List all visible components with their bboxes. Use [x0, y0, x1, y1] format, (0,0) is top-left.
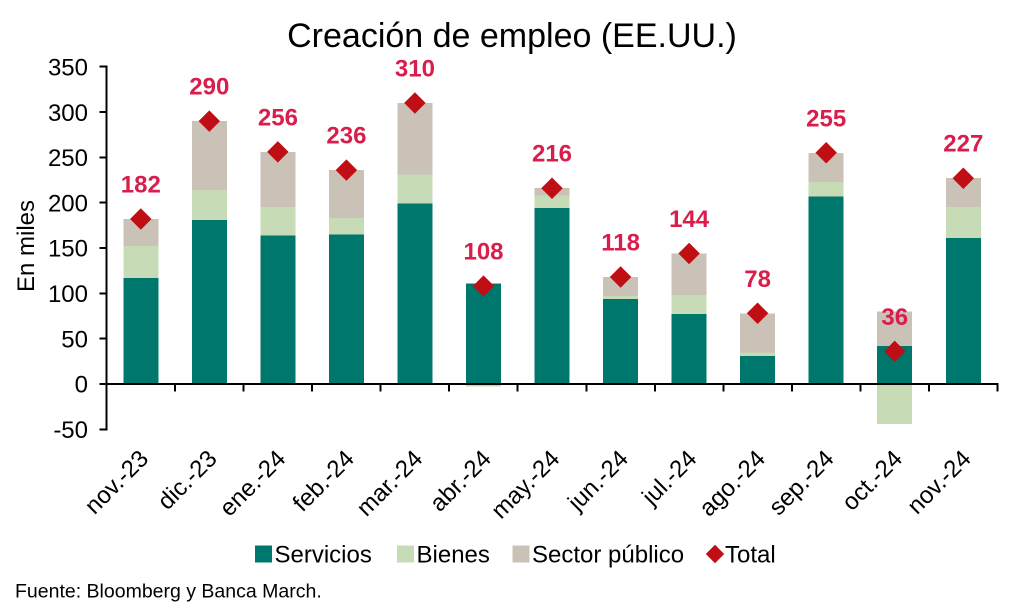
svg-text:236: 236 [326, 123, 366, 150]
svg-text:Sector público: Sector público [532, 542, 684, 569]
svg-text:50: 50 [61, 326, 88, 353]
svg-text:0: 0 [75, 372, 88, 399]
svg-text:Servicios: Servicios [275, 542, 372, 569]
svg-text:182: 182 [121, 172, 161, 199]
svg-text:Total: Total [725, 542, 776, 569]
svg-text:310: 310 [395, 56, 435, 83]
svg-text:200: 200 [48, 190, 88, 217]
svg-text:150: 150 [48, 236, 88, 263]
svg-text:250: 250 [48, 145, 88, 172]
svg-text:216: 216 [532, 141, 572, 168]
svg-text:144: 144 [669, 206, 710, 233]
svg-text:78: 78 [744, 266, 771, 293]
svg-text:256: 256 [258, 104, 298, 131]
svg-text:290: 290 [189, 74, 229, 101]
svg-text:Bienes: Bienes [417, 542, 490, 569]
svg-text:En miles: En miles [13, 200, 40, 292]
svg-text:255: 255 [806, 105, 846, 132]
svg-text:118: 118 [601, 230, 640, 257]
svg-text:-50: -50 [53, 417, 88, 444]
svg-text:227: 227 [943, 131, 983, 158]
svg-text:300: 300 [48, 100, 88, 127]
svg-text:100: 100 [48, 281, 88, 308]
svg-text:108: 108 [463, 239, 503, 266]
svg-text:Creación de empleo (EE.UU.): Creación de empleo (EE.UU.) [287, 17, 737, 55]
svg-text:350: 350 [48, 54, 88, 81]
svg-text:36: 36 [881, 304, 908, 331]
svg-text:Fuente: Bloomberg y Banca Marc: Fuente: Bloomberg y Banca March. [15, 581, 322, 603]
